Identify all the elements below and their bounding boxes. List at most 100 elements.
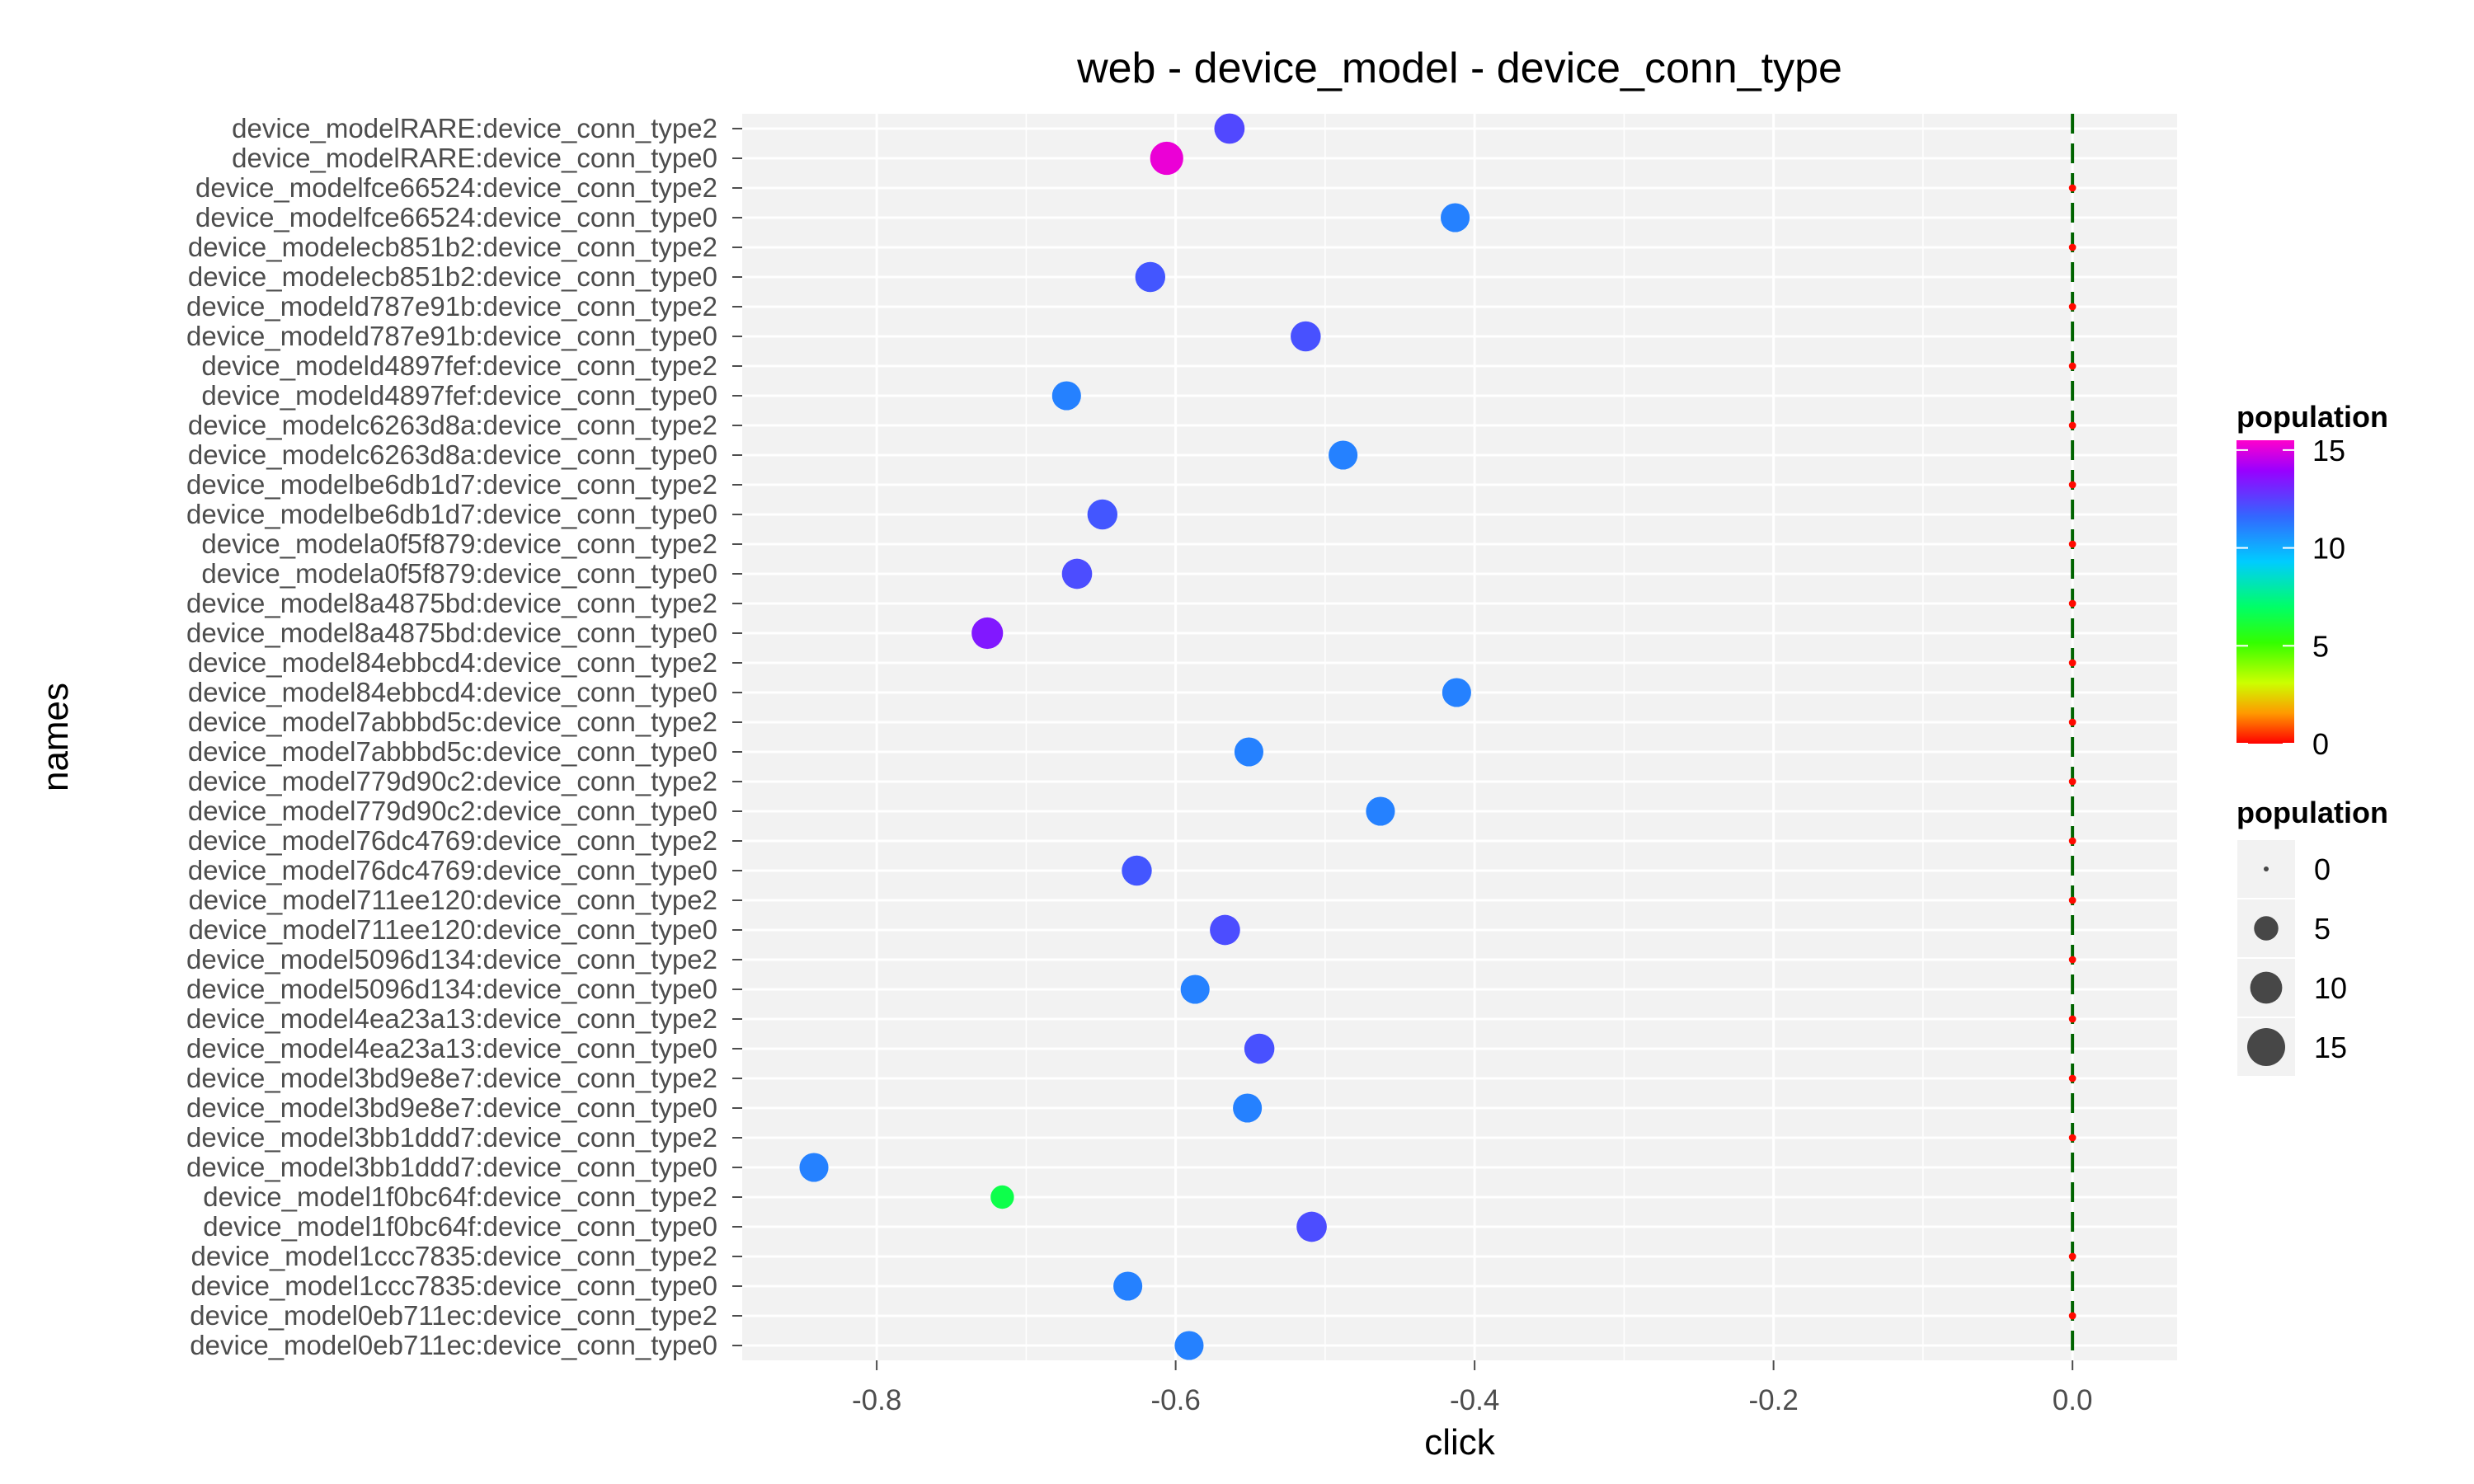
y-tick-label: device_model779d90c2:device_conn_type2: [188, 766, 717, 796]
size-legend-point: [2250, 971, 2283, 1004]
x-axis: -0.8 -0.6 -0.4 -0.2 0.0: [852, 1360, 2092, 1416]
size-legend: population 0 5 10 15: [2236, 796, 2388, 1078]
y-tick-label: device_model4ea23a13:device_conn_type0: [186, 1033, 717, 1064]
y-tick-label: device_modeld787e91b:device_conn_type2: [186, 291, 717, 322]
color-legend-title: population: [2236, 400, 2388, 434]
y-tick-label: device_modelbe6db1d7:device_conn_type2: [186, 469, 717, 500]
y-tick-label: device_model1f0bc64f:device_conn_type2: [203, 1181, 717, 1212]
y-tick-label: device_model3bd9e8e7:device_conn_type2: [186, 1063, 717, 1093]
data-point: [2068, 956, 2077, 964]
y-tick-label: device_modelecb851b2:device_conn_type0: [188, 261, 717, 292]
y-tick-label: device_modelfce66524:device_conn_type2: [195, 172, 717, 203]
size-legend-title: population: [2236, 796, 2388, 829]
data-point: [1441, 203, 1470, 232]
data-point: [2068, 1252, 2077, 1261]
y-axis-title: names: [35, 683, 76, 791]
color-legend: population 0 5 10 15: [2236, 400, 2388, 761]
y-tick-label: device_model1ccc7835:device_conn_type0: [191, 1270, 717, 1301]
y-tick-label: device_modeld4897fef:device_conn_type0: [201, 380, 717, 411]
y-tick-label: device_model4ea23a13:device_conn_type2: [186, 1003, 717, 1034]
y-tick-label: device_model76dc4769:device_conn_type2: [188, 825, 717, 856]
y-tick-label: device_modelecb851b2:device_conn_type2: [188, 232, 717, 262]
y-tick-label: device_model0eb711ec:device_conn_type2: [190, 1300, 717, 1331]
y-tick-label: device_model711ee120:device_conn_type2: [188, 885, 717, 915]
data-point: [1214, 113, 1245, 144]
color-legend-label: 5: [2312, 629, 2329, 663]
plot-panel: [742, 114, 2177, 1360]
data-point: [1366, 796, 1395, 826]
y-tick-label: device_modelRARE:device_conn_type2: [232, 113, 717, 143]
data-point: [1234, 737, 1263, 767]
size-legend-point: [2247, 1028, 2285, 1066]
data-point: [1051, 381, 1081, 411]
data-point: [2068, 599, 2077, 608]
data-point: [2068, 659, 2077, 667]
x-tick-label: -0.2: [1748, 1384, 1798, 1416]
data-point: [971, 617, 1004, 650]
y-tick-label: device_model5096d134:device_conn_type2: [186, 944, 717, 974]
y-tick-label: device_modelfce66524:device_conn_type0: [195, 202, 717, 232]
y-tick-label: device_modeld4897fef:device_conn_type2: [201, 350, 717, 381]
data-point: [2068, 896, 2077, 904]
data-point: [1150, 141, 1183, 176]
y-tick-label: device_model3bd9e8e7:device_conn_type0: [186, 1092, 717, 1123]
data-point: [1210, 914, 1240, 946]
y-tick-label: device_model779d90c2:device_conn_type0: [188, 796, 717, 826]
size-legend-label: 5: [2314, 912, 2331, 946]
color-legend-label: 15: [2312, 434, 2345, 467]
data-point: [2068, 1312, 2077, 1320]
color-legend-label: 0: [2312, 727, 2329, 761]
data-point: [1122, 855, 1152, 886]
data-point: [990, 1185, 1014, 1209]
y-tick-label: device_modelc6263d8a:device_conn_type2: [188, 410, 717, 440]
color-legend-bar: [2236, 440, 2294, 744]
x-tick-label: -0.4: [1450, 1384, 1499, 1416]
size-legend-label: 15: [2314, 1031, 2347, 1064]
data-point: [1442, 678, 1471, 707]
data-point: [2068, 777, 2077, 786]
y-tick-label: device_model711ee120:device_conn_type0: [188, 914, 717, 945]
size-legend-label: 0: [2314, 852, 2331, 886]
data-point: [2068, 1134, 2077, 1142]
data-point: [2068, 540, 2077, 548]
data-point: [1174, 1331, 1204, 1360]
y-tick-label: device_modelbe6db1d7:device_conn_type0: [186, 499, 717, 529]
y-tick-label: device_model1ccc7835:device_conn_type2: [191, 1241, 717, 1271]
y-axis-tick-labels: device_modelRARE:device_conn_type2device…: [186, 113, 717, 1360]
x-tick-label: -0.6: [1150, 1384, 1200, 1416]
data-point: [1244, 1033, 1275, 1064]
y-tick-label: device_model5096d134:device_conn_type0: [186, 974, 717, 1004]
y-tick-label: device_modela0f5f879:device_conn_type0: [201, 558, 717, 589]
color-legend-ticks: 0 5 10 15: [2236, 434, 2345, 761]
y-tick-label: device_modeld787e91b:device_conn_type0: [186, 321, 717, 351]
x-tick-label: 0.0: [2053, 1384, 2093, 1416]
y-tick-label: device_modela0f5f879:device_conn_type2: [201, 528, 717, 559]
data-point: [2068, 1015, 2077, 1023]
y-tick-label: device_model3bb1ddd7:device_conn_type0: [186, 1152, 717, 1182]
data-point: [2068, 481, 2077, 489]
data-point: [1061, 558, 1093, 589]
y-tick-label: device_model76dc4769:device_conn_type0: [188, 855, 717, 885]
color-legend-label: 10: [2312, 532, 2345, 566]
x-tick-label: -0.8: [852, 1384, 901, 1416]
size-legend-keys: 0 5 10 15: [2236, 838, 2347, 1078]
size-legend-point: [2254, 916, 2279, 941]
data-point: [2068, 421, 2077, 430]
y-axis-ticks: [732, 128, 742, 1346]
y-tick-label: device_model8a4875bd:device_conn_type2: [186, 588, 717, 618]
data-point: [1233, 1093, 1263, 1123]
data-point: [1180, 974, 1210, 1004]
y-tick-label: device_model7abbbd5c:device_conn_type2: [188, 707, 717, 737]
data-point: [1291, 321, 1321, 352]
data-point: [799, 1153, 829, 1182]
y-tick-label: device_modelRARE:device_conn_type0: [232, 143, 717, 173]
y-tick-label: device_model3bb1ddd7:device_conn_type2: [186, 1122, 717, 1153]
data-point: [2068, 362, 2077, 370]
y-tick-label: device_modelc6263d8a:device_conn_type0: [188, 439, 717, 470]
data-point: [2068, 837, 2077, 845]
data-point: [2068, 243, 2077, 251]
y-tick-label: device_model1f0bc64f:device_conn_type0: [203, 1211, 717, 1242]
y-tick-label: device_model0eb711ec:device_conn_type0: [190, 1330, 717, 1360]
data-point: [1087, 499, 1118, 530]
